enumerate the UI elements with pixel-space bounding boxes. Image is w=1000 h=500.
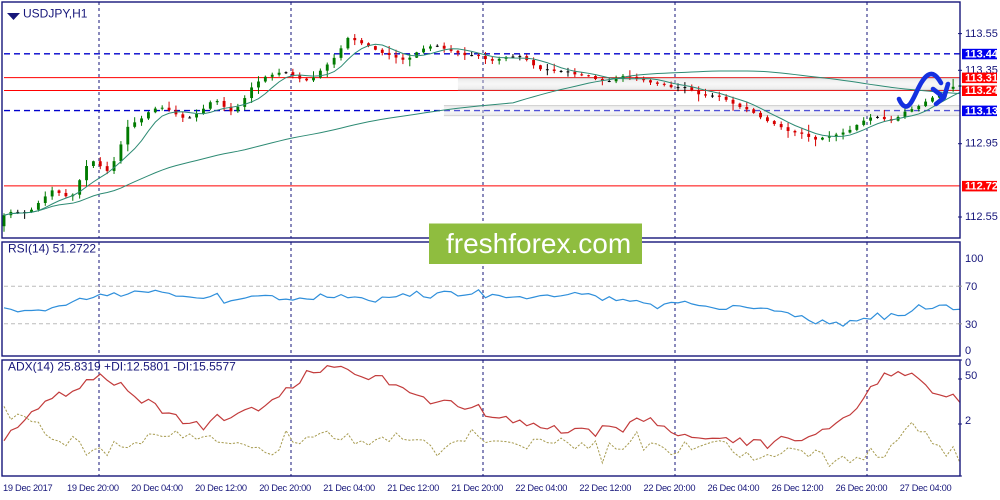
svg-text:21 Dec 20:00: 21 Dec 20:00 — [451, 483, 503, 493]
svg-text:freshforex.com: freshforex.com — [446, 228, 631, 259]
svg-text:0: 0 — [965, 357, 971, 369]
svg-text:20 Dec 12:00: 20 Dec 12:00 — [195, 483, 247, 493]
svg-text:112.95: 112.95 — [965, 138, 998, 150]
svg-text:100: 100 — [965, 253, 983, 265]
svg-text:22 Dec 20:00: 22 Dec 20:00 — [644, 483, 696, 493]
svg-text:19 Dec 2017: 19 Dec 2017 — [3, 483, 53, 493]
svg-text:RSI(14) 51.2722: RSI(14) 51.2722 — [8, 242, 96, 256]
svg-text:26 Dec 12:00: 26 Dec 12:00 — [772, 483, 824, 493]
svg-text:112.55: 112.55 — [965, 211, 998, 223]
svg-text:27 Dec 04:00: 27 Dec 04:00 — [900, 483, 952, 493]
svg-text:2: 2 — [965, 415, 971, 427]
svg-text:26 Dec 04:00: 26 Dec 04:00 — [708, 483, 760, 493]
svg-text:50: 50 — [965, 370, 977, 382]
svg-text:22 Dec 12:00: 22 Dec 12:00 — [579, 483, 631, 493]
svg-text:20 Dec 20:00: 20 Dec 20:00 — [259, 483, 311, 493]
svg-text:113.55: 113.55 — [965, 28, 998, 40]
svg-text:0: 0 — [965, 345, 971, 357]
svg-text:113.31: 113.31 — [965, 72, 998, 84]
svg-text:30: 30 — [965, 319, 977, 331]
svg-text:22 Dec 04:00: 22 Dec 04:00 — [515, 483, 567, 493]
svg-text:ADX(14) 25.8319 +DI:12.5801 -D: ADX(14) 25.8319 +DI:12.5801 -DI:15.5577 — [8, 360, 236, 374]
svg-text:20 Dec 04:00: 20 Dec 04:00 — [131, 483, 183, 493]
svg-text:19 Dec 20:00: 19 Dec 20:00 — [67, 483, 119, 493]
svg-text:112.72: 112.72 — [965, 181, 998, 193]
svg-text:21 Dec 04:00: 21 Dec 04:00 — [323, 483, 375, 493]
svg-text:26 Dec 20:00: 26 Dec 20:00 — [836, 483, 888, 493]
svg-text:USDJPY,H1: USDJPY,H1 — [23, 7, 88, 21]
svg-text:70: 70 — [965, 281, 977, 293]
svg-text:21 Dec 12:00: 21 Dec 12:00 — [387, 483, 439, 493]
svg-text:113.13: 113.13 — [965, 105, 998, 117]
svg-text:113.24: 113.24 — [965, 85, 999, 97]
svg-text:113.44: 113.44 — [965, 49, 999, 61]
